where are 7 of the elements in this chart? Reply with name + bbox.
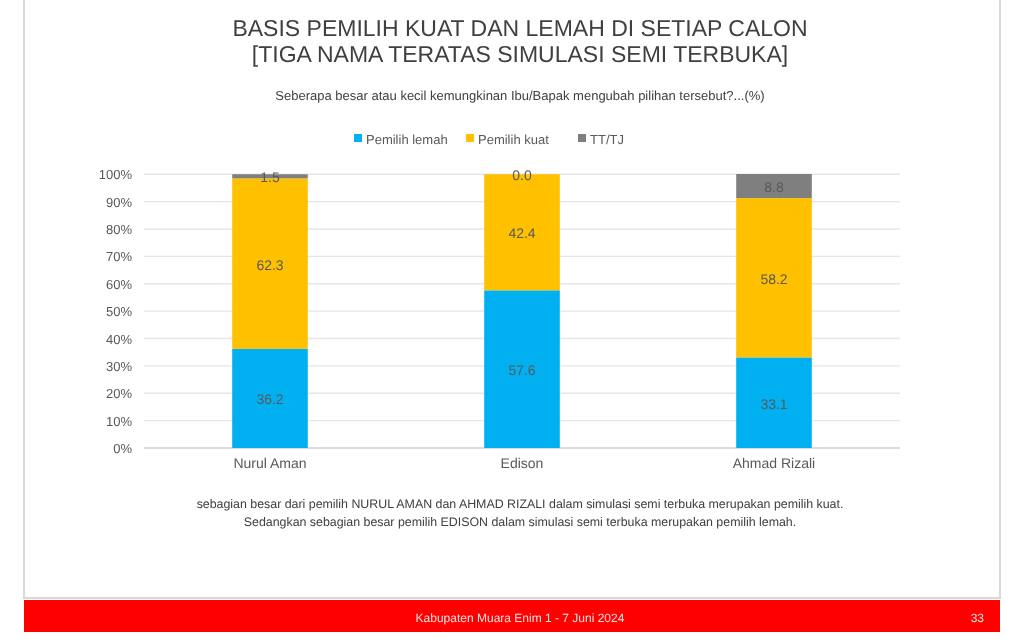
bar xyxy=(736,198,812,358)
bar xyxy=(736,357,812,448)
bar xyxy=(736,174,812,199)
bar xyxy=(484,290,560,448)
bar xyxy=(484,174,560,291)
chart-title: BASIS PEMILIH KUAT DAN LEMAH DI SETIAP CALON [TIGA NAMA TERATAS SIMULASI SEMI TERBUKA] xyxy=(232,18,808,68)
bar xyxy=(232,348,308,448)
